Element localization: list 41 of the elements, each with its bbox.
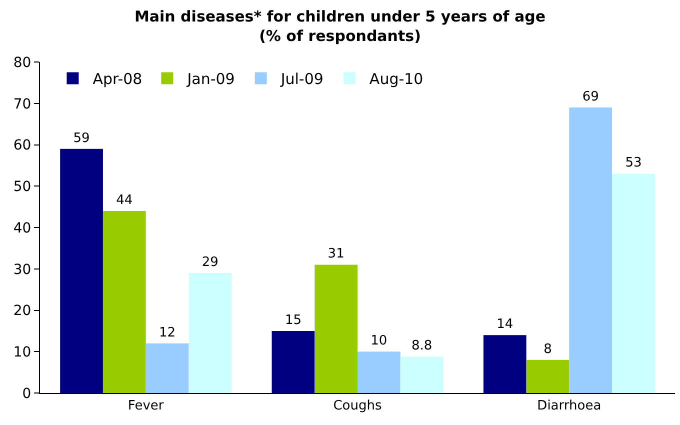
data-label: 29	[202, 255, 218, 270]
data-label: 8.8	[411, 338, 432, 354]
data-label: 12	[158, 325, 176, 340]
y-tick-label: 40	[13, 220, 32, 236]
y-tick-label: 60	[13, 138, 32, 154]
bar	[400, 356, 444, 393]
bar	[146, 343, 189, 393]
y-tick-label: 50	[13, 179, 32, 196]
bar	[314, 264, 358, 393]
data-label: 59	[73, 130, 90, 146]
data-label: 69	[582, 90, 599, 105]
legend-label: Apr-08	[92, 70, 142, 88]
bar	[188, 273, 232, 393]
x-tick-label: Coughs	[333, 398, 382, 414]
data-label: 15	[284, 312, 302, 328]
y-tick-label: 30	[13, 262, 32, 278]
bar	[483, 335, 526, 393]
data-label: 8	[544, 342, 552, 357]
y-tick-label: 20	[13, 303, 32, 320]
bar	[358, 352, 400, 393]
legend-label: Aug-10	[369, 70, 424, 88]
y-tick-label: 70	[13, 96, 32, 112]
legend-label: Jan-09	[186, 70, 235, 88]
y-tick-label: 10	[13, 344, 32, 361]
bar	[272, 330, 315, 393]
data-label: 53	[625, 156, 642, 171]
chart-title: Main diseases* for children under 5 years of age (% of respondants)	[134, 7, 546, 45]
data-label: 14	[496, 317, 514, 332]
data-label: 31	[328, 246, 344, 262]
x-tick-label: Fever	[128, 398, 164, 414]
x-tick-label: Diarrhoea	[537, 398, 602, 414]
y-tick-label: 80	[13, 54, 32, 71]
bar	[526, 360, 570, 393]
data-label: 44	[116, 192, 133, 208]
bar	[60, 148, 103, 393]
y-tick-label: 0	[22, 386, 32, 402]
bar	[102, 210, 146, 393]
data-label: 10	[370, 334, 388, 349]
legend-label: Jul-09	[280, 70, 324, 88]
bar	[569, 108, 612, 393]
bar	[612, 174, 655, 393]
